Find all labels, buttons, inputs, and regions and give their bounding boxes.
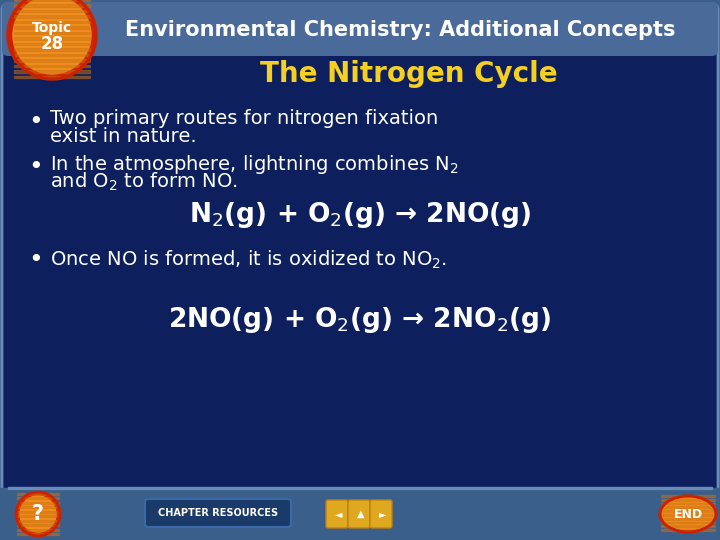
Bar (14, 70, 90, 72)
Text: Once NO is formed, it is oxidized to NO$_2$.: Once NO is formed, it is oxidized to NO$… (50, 249, 447, 271)
Bar (17, 524, 59, 526)
Bar (661, 507, 715, 508)
Bar (14, 10, 90, 12)
Text: Two primary routes for nitrogen fixation: Two primary routes for nitrogen fixation (50, 110, 438, 129)
Text: and O$_2$ to form NO.: and O$_2$ to form NO. (50, 171, 238, 193)
Text: N$_2$(g) + O$_2$(g) → 2NO(g): N$_2$(g) + O$_2$(g) → 2NO(g) (189, 200, 531, 230)
Text: ?: ? (32, 504, 44, 524)
Bar (661, 518, 715, 519)
Bar (14, 37, 90, 39)
Text: ◄: ◄ (336, 509, 343, 519)
Text: ▲: ▲ (357, 509, 365, 519)
Bar (661, 510, 715, 512)
Ellipse shape (20, 496, 56, 532)
Bar (17, 533, 59, 535)
FancyBboxPatch shape (348, 500, 370, 528)
Text: •: • (28, 110, 42, 134)
Bar (14, 21, 90, 23)
Text: 2NO(g) + O$_2$(g) → 2NO$_2$(g): 2NO(g) + O$_2$(g) → 2NO$_2$(g) (168, 305, 552, 335)
Ellipse shape (13, 0, 91, 74)
Text: CHAPTER RESOURCES: CHAPTER RESOURCES (158, 508, 278, 518)
Bar (14, 59, 90, 62)
FancyBboxPatch shape (326, 500, 348, 528)
Bar (17, 519, 59, 522)
Bar (8, 25, 712, 50)
FancyBboxPatch shape (2, 4, 718, 494)
Bar (14, 26, 90, 29)
Text: ►: ► (379, 509, 387, 519)
Bar (14, 64, 90, 67)
Bar (14, 4, 90, 6)
Bar (14, 76, 90, 78)
Bar (14, 0, 90, 1)
Text: exist in nature.: exist in nature. (50, 127, 197, 146)
Bar (14, 43, 90, 45)
Text: •: • (28, 248, 42, 272)
Circle shape (8, 0, 96, 79)
FancyBboxPatch shape (145, 499, 291, 527)
Text: END: END (673, 508, 703, 521)
Circle shape (16, 492, 60, 536)
Bar (661, 495, 715, 497)
Bar (17, 529, 59, 530)
Bar (661, 514, 715, 516)
FancyBboxPatch shape (2, 2, 718, 56)
Ellipse shape (660, 496, 716, 532)
Bar (0, 488, 720, 540)
FancyBboxPatch shape (370, 500, 392, 528)
Text: The Nitrogen Cycle: The Nitrogen Cycle (260, 60, 557, 88)
Bar (14, 15, 90, 17)
Text: Environmental Chemistry: Additional Concepts: Environmental Chemistry: Additional Conc… (125, 20, 675, 40)
Text: In the atmosphere, lightning combines N$_2$: In the atmosphere, lightning combines N$… (50, 152, 459, 176)
Bar (17, 506, 59, 508)
Text: •: • (28, 155, 42, 179)
Bar (17, 510, 59, 512)
Bar (8, 487, 712, 489)
Bar (661, 529, 715, 531)
Bar (661, 525, 715, 527)
Bar (14, 31, 90, 34)
Bar (17, 502, 59, 503)
Bar (661, 503, 715, 504)
Bar (661, 499, 715, 501)
Bar (14, 53, 90, 56)
Bar (17, 492, 59, 495)
Text: 28: 28 (40, 35, 63, 53)
Text: Topic: Topic (32, 21, 72, 35)
Bar (17, 497, 59, 499)
Bar (14, 48, 90, 51)
Bar (17, 515, 59, 517)
Bar (661, 522, 715, 523)
